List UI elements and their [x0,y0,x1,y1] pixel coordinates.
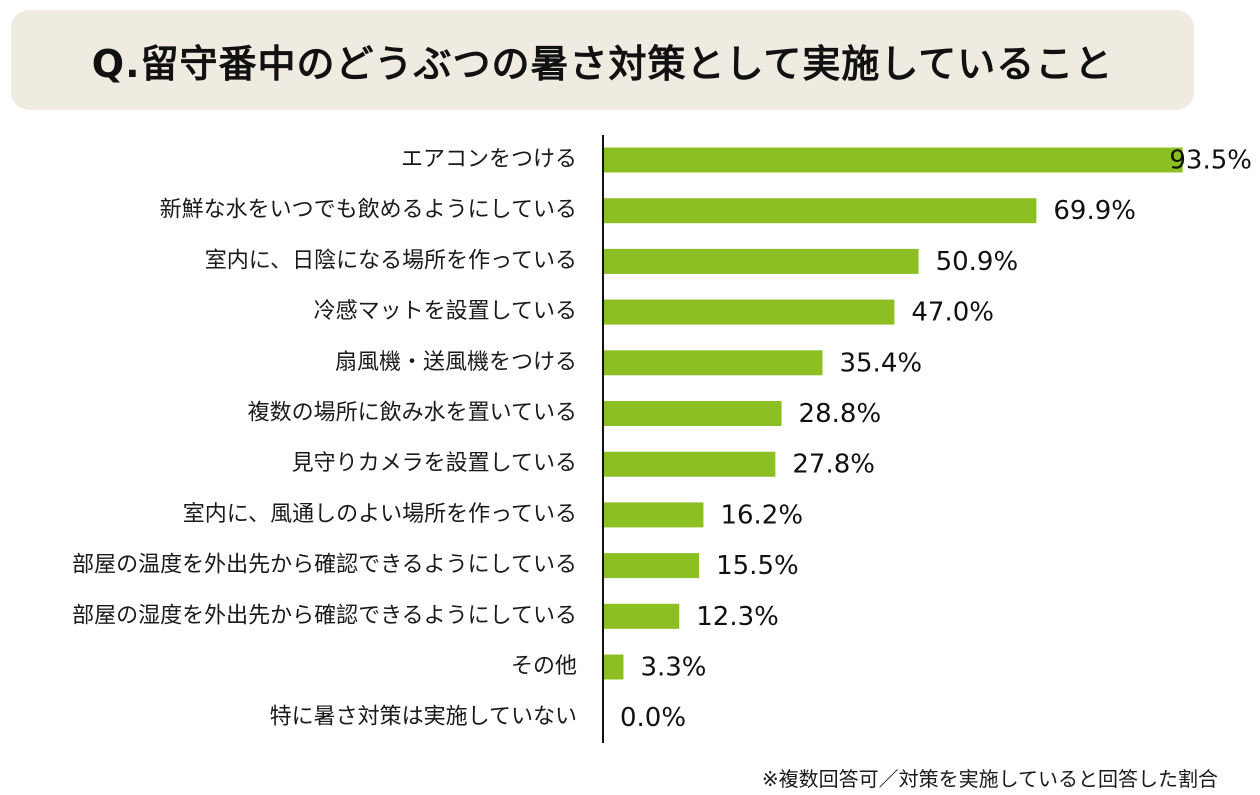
category-label: 見守りカメラを設置している [292,451,577,476]
bar [603,603,680,629]
bar [603,350,823,376]
bar [603,553,700,579]
value-label: 35.4% [839,348,922,378]
value-label: 3.3% [640,653,706,683]
footnote: ※複数回答可／対策を実施していると回答した割合 [761,767,1218,791]
bar [603,299,895,325]
bar [603,654,624,680]
category-label: 新鮮な水をいつでも飲めるようにしている [160,198,577,223]
value-label: 12.3% [696,602,779,632]
category-label: 扇風機・送風機をつける [335,350,577,375]
bar [603,248,919,274]
value-label: 0.0% [620,703,686,733]
value-label: 69.9% [1053,196,1136,226]
value-label: 27.8% [792,450,875,480]
category-label: 複数の場所に飲み水を置いている [248,401,577,426]
value-label: 93.5% [1169,146,1252,176]
category-label: 室内に、日陰になる場所を作っている [205,248,577,273]
title-banner: Q.留守番中のどうぶつの暑さ対策として実施していること [11,10,1194,110]
bar [603,198,1037,224]
value-label: 50.9% [936,247,1019,277]
category-label: その他 [511,654,577,679]
bar [603,401,782,426]
bar [603,147,1183,173]
category-label: 室内に、風通しのよい場所を作っている [183,502,577,527]
category-label: エアコンをつける [401,147,577,172]
category-label: 部屋の温度を外出先から確認できるようにしている [72,553,577,578]
value-label: 16.2% [720,500,803,530]
bar [603,502,704,528]
chart-title: Q.留守番中のどうぶつの暑さ対策として実施していること [91,41,1114,86]
category-label: 特に暑さ対策は実施していない [270,705,577,730]
value-label: 28.8% [799,399,882,429]
category-label: 部屋の湿度を外出先から確認できるようにしている [72,603,577,628]
category-label: 冷感マットを設置している [314,299,577,324]
value-label: 47.0% [911,298,994,328]
bar [603,451,776,477]
value-label: 15.5% [716,551,799,581]
